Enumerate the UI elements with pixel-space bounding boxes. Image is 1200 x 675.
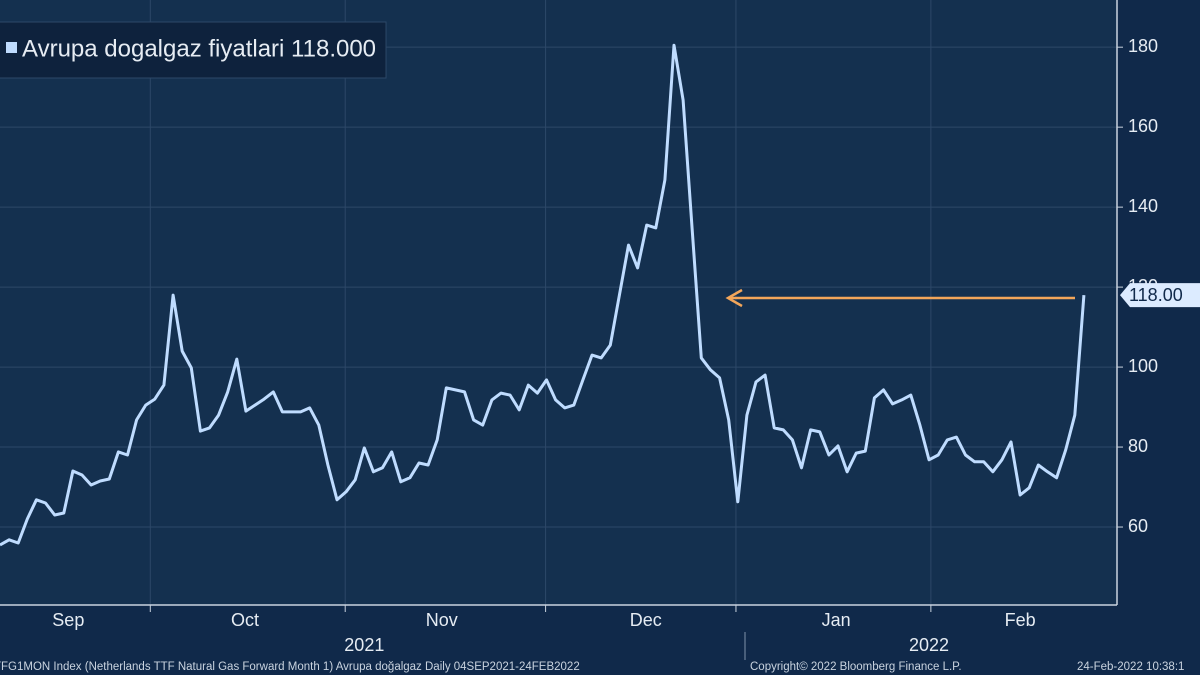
- x-tick-label: Dec: [630, 610, 662, 630]
- y-tick-label: 140: [1128, 196, 1158, 216]
- legend: Avrupa dogalgaz fiyatlari 118.000: [0, 21, 387, 79]
- legend-box: [0, 21, 387, 79]
- x-tick-label: Nov: [426, 610, 458, 630]
- x-tick-label: Jan: [822, 610, 851, 630]
- price-line: [0, 43, 1086, 547]
- year-label: 2022: [909, 635, 949, 655]
- y-tick-label: 80: [1128, 436, 1148, 456]
- plot-area: [0, 0, 1117, 605]
- y-tick-label: 160: [1128, 116, 1158, 136]
- annotation-arrowhead: [725, 288, 743, 308]
- y-tick-label: 180: [1128, 36, 1158, 56]
- legend-swatch: [6, 42, 17, 53]
- legend-label: Avrupa dogalgaz fiyatlari 118.000: [22, 35, 376, 62]
- footer-copyright: Copyright© 2022 Bloomberg Finance L.P.: [750, 661, 962, 673]
- last-value-tag: [1120, 283, 1200, 308]
- x-tick-label: Sep: [52, 610, 84, 630]
- footer-source: TFG1MON Index (Netherlands TTF Natural G…: [0, 661, 580, 673]
- y-tick-label: 60: [1128, 516, 1148, 536]
- footer-date: 24-Feb-2022 10:38:1: [1077, 661, 1184, 673]
- x-tick-label: Oct: [231, 610, 259, 630]
- y-tick-label: 100: [1128, 356, 1158, 376]
- x-tick-label: Feb: [1005, 610, 1036, 630]
- year-label: 2021: [344, 635, 384, 655]
- last-value-label: 118.00: [1129, 285, 1183, 305]
